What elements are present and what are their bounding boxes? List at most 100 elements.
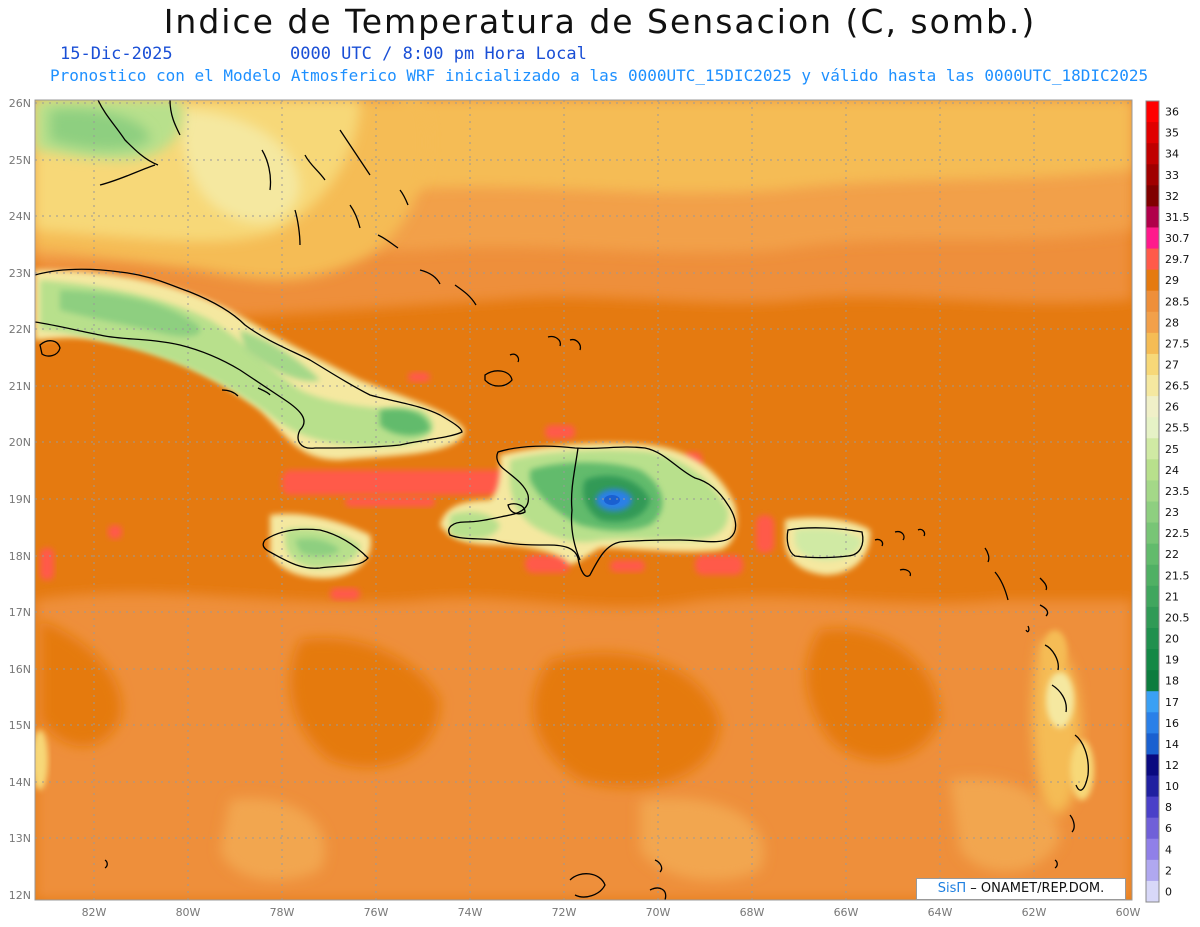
lat-label: 24N: [9, 210, 31, 223]
colorbar-label: 25: [1165, 443, 1179, 456]
colorbar-swatch: [1146, 185, 1159, 207]
lon-label: 70W: [646, 906, 671, 919]
colorbar-swatch: [1146, 480, 1159, 502]
colorbar-label: 29: [1165, 274, 1179, 287]
florida-coast: [97, 100, 181, 166]
colorbar-label: 8: [1165, 801, 1172, 814]
lat-label: 12N: [9, 889, 31, 902]
lon-label: 78W: [270, 906, 295, 919]
colorbar-swatch: [1146, 733, 1159, 755]
bahamas-islands: [261, 129, 477, 306]
colorbar-swatch: [1146, 522, 1159, 545]
colorbar-label: 33: [1165, 169, 1179, 182]
colorbar-swatch: [1146, 606, 1159, 629]
colorbar-label: 0: [1165, 885, 1172, 898]
lat-label: 19N: [9, 493, 31, 506]
colorbar-swatch: [1146, 543, 1159, 566]
colorbar-swatch: [1146, 375, 1159, 397]
lon-axis-labels: 82W 80W 78W 76W 74W 72W 70W 68W 66W 64W …: [82, 906, 1141, 919]
colorbar-label: 20: [1165, 633, 1179, 646]
colorbar-swatch: [1146, 459, 1159, 481]
colorbar-label: 27.5: [1165, 337, 1190, 350]
colorbar-swatch: [1146, 649, 1159, 671]
colorbar-label: 22.5: [1165, 527, 1190, 540]
lat-label: 21N: [9, 380, 31, 393]
forecast-info: Pronostico con el Modelo Atmosferico WRF…: [50, 66, 1149, 85]
colorbar-swatch: [1146, 859, 1159, 882]
turks-caicos: [509, 335, 582, 363]
hispaniola-coast: [448, 445, 737, 577]
colorbar-label: 29.7: [1165, 253, 1190, 266]
haiti-dr-border: [570, 447, 581, 561]
colorbar-label: 21.5: [1165, 569, 1190, 582]
colorbar-label: 14: [1165, 738, 1179, 751]
colorbar-label: 26.5: [1165, 380, 1190, 393]
colorbar-label: 19: [1165, 654, 1179, 667]
lat-label: 17N: [9, 606, 31, 619]
lon-label: 64W: [928, 906, 953, 919]
colorbar-swatch: [1146, 817, 1159, 840]
lon-label: 66W: [834, 906, 859, 919]
colorbar-label: 30.7: [1165, 232, 1190, 245]
credit-text: – ONAMET/REP.DOM.: [970, 881, 1105, 896]
lon-label: 80W: [176, 906, 201, 919]
colorbar-swatch: [1146, 417, 1159, 439]
colorbar-label: 23: [1165, 506, 1179, 519]
colorbar-swatch: [1146, 396, 1159, 418]
colorbar-label: 24: [1165, 464, 1179, 477]
south-coast-islands: [104, 859, 667, 900]
colorbar-swatch: [1146, 712, 1159, 734]
colorbar-label: 4: [1165, 843, 1172, 856]
colorbar-label: 10: [1165, 780, 1179, 793]
time-label: 0000 UTC / 8:00 pm Hora Local: [290, 44, 587, 64]
inagua-island: [484, 370, 513, 387]
colorbar-label: 12: [1165, 759, 1179, 772]
lon-label: 82W: [82, 906, 107, 919]
colorbar-swatch: [1146, 691, 1159, 713]
colorbar-swatch: [1146, 501, 1159, 524]
colorbar-swatch: [1146, 880, 1159, 903]
colorbar-label: 27: [1165, 358, 1179, 371]
colorbar-label: 25.5: [1165, 422, 1190, 435]
lon-label: 74W: [458, 906, 483, 919]
lat-label: 26N: [9, 97, 31, 110]
colorbar-swatch: [1146, 164, 1159, 186]
colorbar-label: 34: [1165, 148, 1179, 161]
colorbar-swatch: [1146, 838, 1159, 861]
lat-label: 15N: [9, 719, 31, 732]
date-label: 15-Dic-2025: [60, 44, 173, 64]
jamaica-coast: [262, 528, 369, 569]
credit-box: SisΠ – ONAMET/REP.DOM.: [916, 878, 1126, 900]
lat-label: 22N: [9, 323, 31, 336]
lon-label: 60W: [1116, 906, 1141, 919]
lon-label: 72W: [552, 906, 577, 919]
colorbar-swatch: [1146, 206, 1159, 228]
colorbar-label: 26: [1165, 401, 1179, 414]
sispi-logo-text: SisΠ: [937, 881, 967, 896]
lon-label: 68W: [740, 906, 765, 919]
colorbar: 363534333231.530.729.72928.52827.52726.5…: [1145, 100, 1190, 903]
colorbar-swatch: [1146, 353, 1159, 376]
lat-label: 20N: [9, 436, 31, 449]
lesser-antilles: [984, 547, 1089, 869]
colorbar-swatch: [1146, 775, 1159, 798]
lat-axis-labels: 26N 25N 24N 23N 22N 21N 20N 19N 18N 17N …: [9, 97, 31, 902]
colorbar-swatch: [1146, 248, 1159, 271]
heat-field: [35, 100, 1132, 900]
isla-juventud: [39, 340, 61, 357]
lon-label: 76W: [364, 906, 389, 919]
colorbar-label: 32: [1165, 190, 1179, 203]
colorbar-label: 22: [1165, 548, 1179, 561]
gonave-island: [507, 503, 526, 515]
colorbar-label: 20.5: [1165, 611, 1190, 624]
colorbar-label: 35: [1165, 127, 1179, 140]
colorbar-swatch: [1146, 332, 1159, 355]
virgin-islands: [874, 528, 926, 577]
colorbar-swatch: [1146, 627, 1159, 650]
colorbar-swatch: [1146, 122, 1159, 144]
lat-label: 16N: [9, 663, 31, 676]
colorbar-swatch: [1146, 585, 1159, 608]
colorbar-label: 36: [1165, 106, 1179, 119]
colorbar-label: 18: [1165, 675, 1179, 688]
lat-label: 18N: [9, 550, 31, 563]
